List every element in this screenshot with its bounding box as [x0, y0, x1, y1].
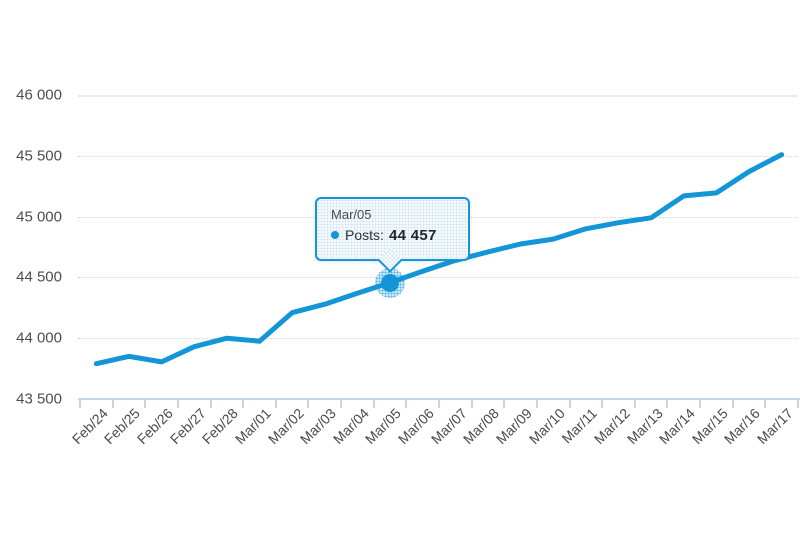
x-axis-line: [78, 398, 800, 400]
y-axis-label: 45 000: [16, 208, 62, 226]
gridline: [78, 155, 798, 157]
tooltip-series-label: Posts:: [345, 227, 384, 244]
x-axis-tick: [144, 400, 147, 408]
x-axis-tick: [242, 400, 245, 408]
y-axis-label: 43 500: [16, 390, 62, 408]
tooltip: Mar/05 Posts: 44 457: [315, 196, 471, 273]
x-axis-tick: [274, 400, 277, 408]
x-axis-tick: [797, 400, 799, 408]
x-axis-tick: [503, 400, 506, 408]
y-axis-label: 45 500: [16, 147, 62, 165]
x-axis-tick: [340, 400, 343, 408]
tooltip-category: Mar/05: [331, 206, 372, 222]
x-axis-tick: [405, 400, 408, 408]
gridline: [78, 338, 798, 340]
x-axis-tick: [111, 400, 114, 408]
x-axis-tick: [535, 400, 538, 408]
series-line[interactable]: [93, 152, 785, 367]
tooltip-value: 44 457: [388, 226, 437, 244]
tooltip-row: Posts: 44 457: [331, 227, 456, 244]
series-bullet-icon: [331, 231, 340, 240]
x-axis-tick: [307, 400, 310, 408]
x-axis-tick: [633, 400, 636, 408]
x-axis-tick: [372, 400, 375, 408]
gridline: [78, 95, 798, 97]
y-axis-label: 44 000: [16, 329, 62, 347]
active-point-marker[interactable]: [381, 273, 400, 292]
x-axis-tick: [438, 400, 440, 408]
x-axis-tick: [666, 400, 669, 408]
x-axis-tick: [209, 400, 212, 408]
x-axis-tick: [601, 400, 604, 408]
x-axis-tick: [176, 400, 179, 408]
active-point-halo: [375, 267, 406, 298]
x-axis-tick: [699, 400, 702, 408]
y-axis-label: 44 500: [16, 268, 62, 286]
x-axis-tick: [568, 400, 571, 408]
gridline: [78, 277, 798, 279]
x-axis-tick: [731, 400, 734, 408]
x-axis-tick: [764, 400, 767, 408]
x-axis-tick: [470, 400, 473, 408]
y-axis-label: 46 000: [16, 86, 62, 104]
x-axis-tick: [79, 400, 81, 408]
